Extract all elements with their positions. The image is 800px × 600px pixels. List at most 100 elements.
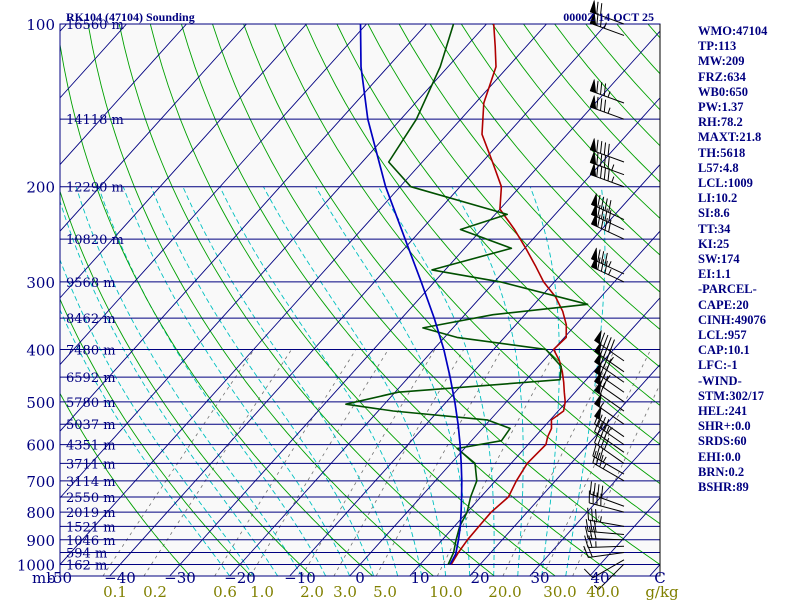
index-line: KI:25 (698, 236, 730, 251)
index-line: MAXT:21.8 (698, 130, 762, 145)
wind-barb (589, 95, 625, 120)
moist-adiabat (263, 186, 447, 576)
isotherm-line (60, 24, 247, 232)
mixing-ratio-line (542, 349, 652, 576)
dry-adiabat (429, 24, 660, 293)
index-line: PW:1.37 (698, 100, 744, 115)
index-line: SRDS:60 (698, 434, 747, 449)
mixing-ratio-line (214, 349, 357, 576)
height-label: 16560 m (66, 18, 124, 33)
height-label: 5037 m (66, 418, 116, 433)
height-label: 9568 m (66, 276, 116, 291)
index-line: SW:174 (698, 252, 740, 267)
moist-adiabat (60, 199, 279, 576)
header-station-title: RK104 (47104) Sounding (66, 10, 195, 24)
wind-barb (590, 203, 625, 230)
wind-barb (594, 361, 625, 393)
isotherm-line (60, 24, 427, 432)
height-label: 8462 m (66, 312, 116, 327)
height-label: 7480 m (66, 343, 116, 358)
moist-adiabat (565, 186, 606, 576)
wind-barb (593, 563, 625, 590)
height-label: 2550 m (66, 491, 116, 506)
height-label: 4351 m (66, 439, 116, 454)
pressure-tick-label: 800 (26, 504, 55, 522)
index-line: CAPE:20 (698, 297, 749, 312)
mixing-ratio-line (102, 349, 255, 576)
wind-barb (589, 0, 625, 25)
index-line: BRN:0.2 (698, 464, 745, 479)
mixing-ratio-label: 40.0 (586, 583, 619, 600)
height-label: 12290 m (66, 181, 124, 196)
isotherm-line (60, 24, 307, 299)
moist-adiabat (122, 186, 351, 576)
moist-adiabat (377, 186, 495, 576)
wind-barb (590, 247, 625, 275)
pressure-tick-label: 200 (26, 179, 55, 197)
pressure-tick-label: 100 (26, 16, 55, 34)
index-line: SHR+:0.0 (698, 419, 751, 434)
moist-adiabat (60, 258, 255, 576)
pressure-tick-label: 1000 (17, 557, 55, 575)
moist-adiabat (182, 186, 399, 576)
header-valid-time: 0000Z 14 OCT 25 (563, 10, 654, 24)
pressure-tick-label: 300 (26, 274, 55, 292)
index-line: TH:5618 (698, 145, 746, 160)
temperature-tick-label: 40 (590, 569, 609, 587)
height-label: 1521 m (66, 520, 116, 535)
indices-panel: WMO:47104 TP:113 MW:209 FRZ:634 WB0:650 PW:1.… (698, 24, 798, 495)
pressure-tick-label: 900 (26, 532, 55, 550)
temperature-tick-label: 10 (410, 569, 429, 587)
index-line: LCL:957 (698, 328, 747, 343)
index-line: EHI:0.0 (698, 449, 741, 464)
isotherm-line (409, 297, 660, 576)
wind-barb (590, 193, 625, 220)
mixing-ratio-line (333, 349, 465, 576)
height-label: 1046 m (66, 534, 116, 549)
mixing-ratio-label: 10.0 (429, 583, 462, 600)
index-line: LI:10.2 (698, 191, 738, 206)
height-label: 14118 m (66, 113, 124, 128)
index-line: WMO:47104 (698, 24, 768, 38)
wind-barb (589, 163, 625, 188)
height-label: 162 m (66, 559, 107, 574)
mixing-ratio-label: 3.0 (333, 583, 357, 600)
mixing-ratio-label: 2.0 (300, 583, 324, 600)
isotherm-line (529, 430, 660, 576)
height-label: 2019 m (66, 506, 116, 521)
isotherm-line (229, 97, 660, 576)
mixing-ratio-line (502, 349, 616, 576)
mixing-ratio-label: 5.0 (373, 583, 397, 600)
index-line: CINH:49076 (698, 312, 767, 327)
dry-adiabat (336, 24, 660, 407)
index-line: MW:209 (698, 54, 745, 69)
index-line: FRZ:634 (698, 69, 746, 84)
index-line: RH:78.2 (698, 115, 743, 130)
mixing-ratio-unit: g/kg (645, 583, 679, 600)
mixing-ratio-line (250, 349, 389, 576)
height-label: 6592 m (66, 371, 116, 386)
wind-barb (594, 380, 625, 412)
mixing-ratio-line (143, 349, 292, 576)
moist-adiabat (219, 186, 423, 576)
dry-adiabat (398, 24, 660, 330)
index-line: STM:302/17 (698, 388, 764, 403)
dry-adiabat (87, 24, 434, 576)
wind-barb (592, 443, 625, 475)
dry-adiabat (60, 392, 191, 576)
temperature-tick-label: −10 (284, 569, 316, 587)
pressure-tick-label: 600 (26, 437, 55, 455)
dry-adiabat (243, 24, 660, 525)
isotherm-line (60, 24, 547, 566)
temperature-tick-label: -50 (48, 569, 72, 587)
index-line: TP:113 (698, 39, 737, 54)
index-line: LFC:-1 (698, 358, 738, 373)
wind-barb (589, 11, 625, 36)
temperature-tick-label: 0 (355, 569, 365, 587)
moist-adiabat (60, 308, 231, 576)
pressure-tick-label: 400 (26, 341, 55, 359)
pressure-tick-label: 700 (26, 473, 55, 491)
wind-barb (589, 150, 625, 176)
